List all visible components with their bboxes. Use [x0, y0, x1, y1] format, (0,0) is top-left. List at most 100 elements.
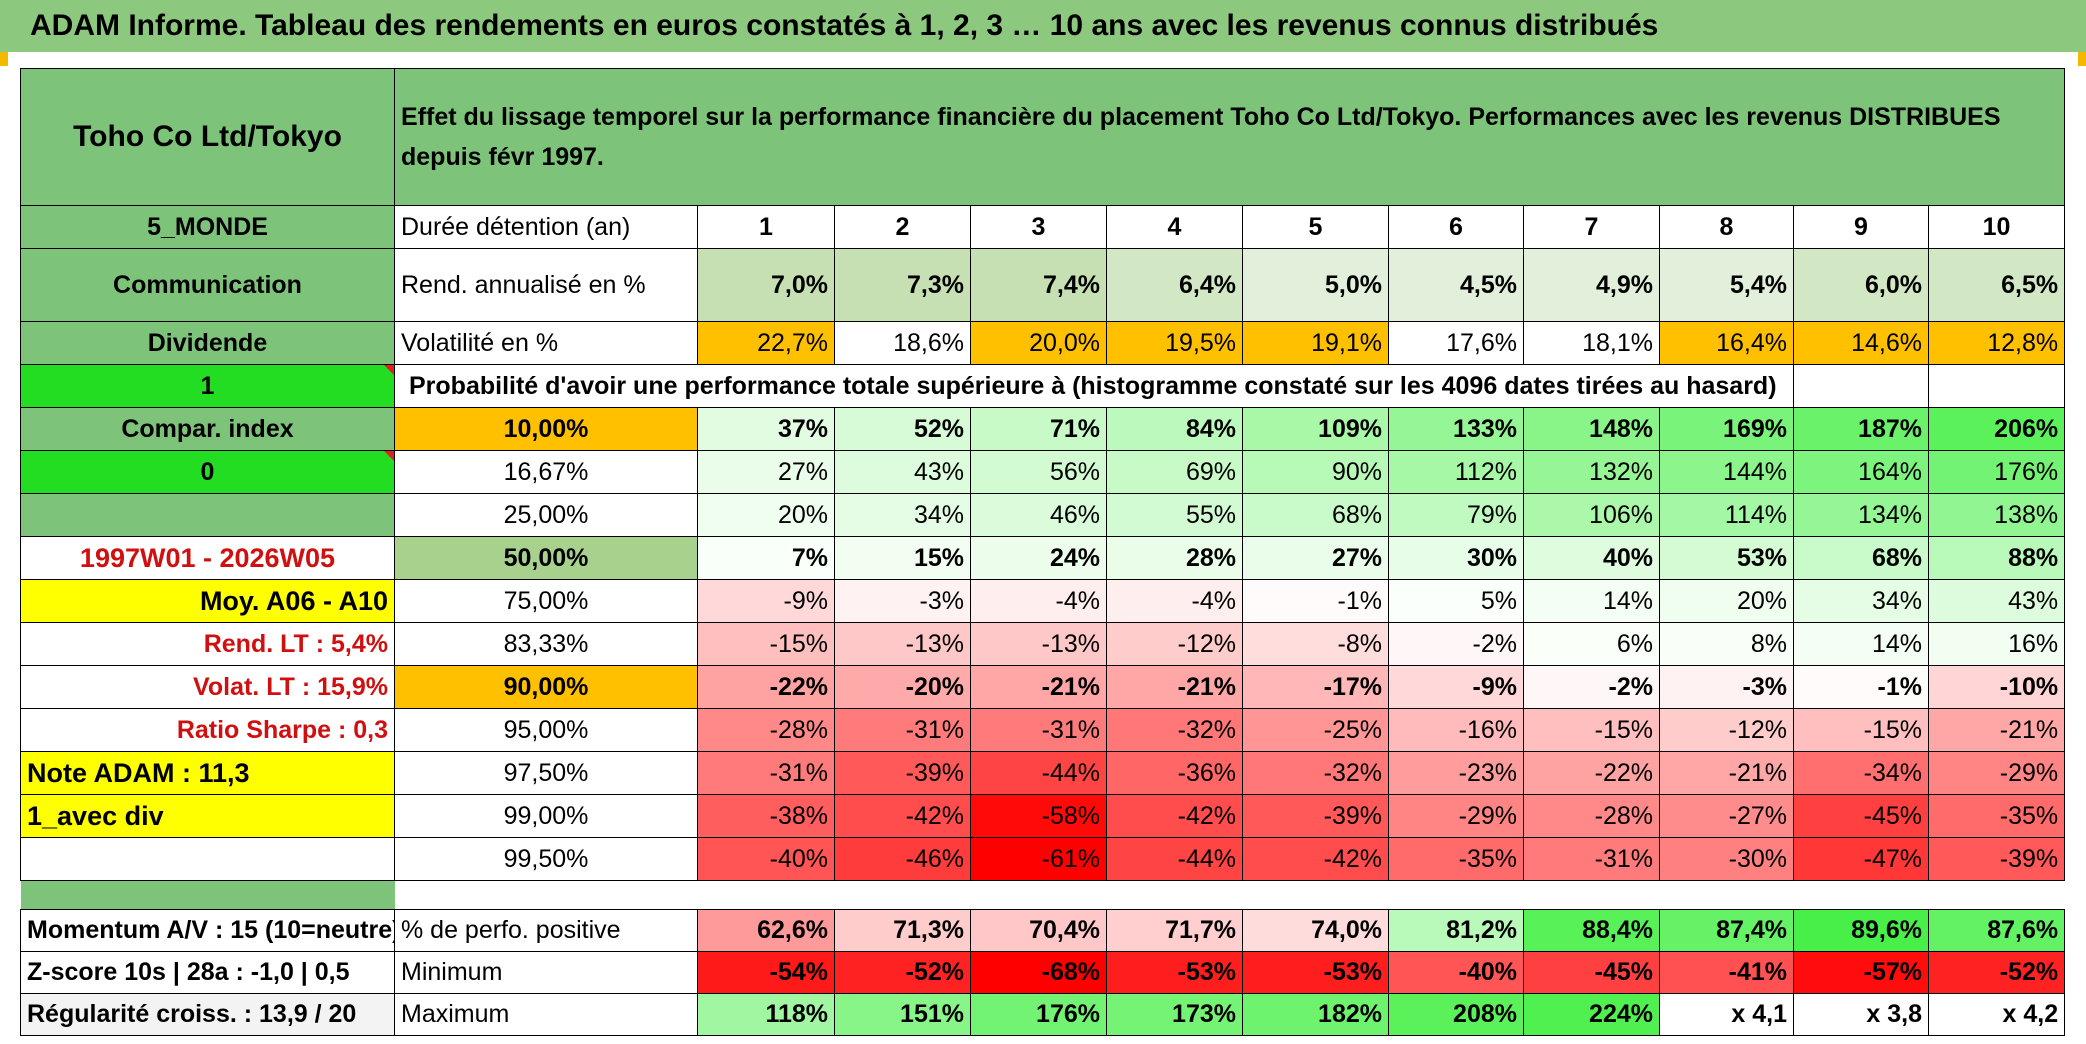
percentile-value-cell: -21% — [1659, 751, 1794, 795]
percentile-value-cell: -13% — [834, 622, 971, 666]
duration-header: 7 — [1523, 205, 1660, 249]
percentile-value-cell: -8% — [1242, 622, 1389, 666]
percentile-value-cell: -12% — [1106, 622, 1243, 666]
empty-cell — [1927, 364, 2066, 408]
dividend-label: Dividende — [20, 321, 395, 365]
annualized-return-cell: 7,3% — [834, 248, 971, 322]
percentile-value-cell: 55% — [1106, 493, 1243, 537]
maximum-cell: 118% — [697, 993, 835, 1036]
percentile-value-cell: -10% — [1927, 665, 2066, 709]
annualized-return-cell: 6,5% — [1927, 248, 2066, 322]
percentile-value-cell: 20% — [697, 493, 835, 537]
percentile-label: 99,00% — [394, 794, 698, 838]
percentile-value-cell: 164% — [1793, 450, 1929, 494]
duration-header: 1 — [697, 205, 835, 249]
period-label: 1997W01 - 2026W05 — [20, 536, 395, 580]
minimum-cell: -54% — [697, 951, 835, 994]
duration-label: Durée détention (an) — [394, 205, 698, 249]
probability-caption: Probabilité d'avoir une performance tota… — [394, 364, 1794, 408]
percentile-label: 50,00% — [394, 536, 698, 580]
sharpe-label: Ratio Sharpe : 0,3 — [20, 708, 395, 752]
minimum-cell: -40% — [1388, 951, 1524, 994]
annualized-return-cell: 5,4% — [1659, 248, 1794, 322]
percentile-value-cell: 79% — [1388, 493, 1524, 537]
positive-rate-cell: 71,7% — [1106, 909, 1243, 952]
minimum-cell: -53% — [1106, 951, 1243, 994]
maximum-cell: 173% — [1106, 993, 1243, 1036]
performance-table: Toho Co Ltd/Tokyo Effet du lissage tempo… — [20, 68, 2066, 1036]
annualized-return-cell: 5,0% — [1242, 248, 1389, 322]
percentile-value-cell: 68% — [1793, 536, 1929, 580]
table-description: Effet du lissage temporel sur la perform… — [393, 68, 2066, 206]
percentile-value-cell: -9% — [697, 579, 835, 623]
percentile-value-cell: -28% — [1523, 794, 1660, 838]
report-title: ADAM Informe. Tableau des rendements en … — [0, 0, 2086, 52]
minimum-cell: -52% — [1927, 951, 2066, 994]
maximum-cell: x 4,2 — [1927, 993, 2066, 1036]
maximum-cell: 208% — [1388, 993, 1524, 1036]
percentile-value-cell: -15% — [1523, 708, 1660, 752]
positive-label: % de perfo. positive — [394, 909, 698, 952]
percentile-value-cell: 24% — [970, 536, 1107, 580]
positive-rate-cell: 62,6% — [697, 909, 835, 952]
volatility-cell: 16,4% — [1659, 321, 1794, 365]
percentile-value-cell: -46% — [834, 837, 971, 881]
percentile-label: 90,00% — [394, 665, 698, 709]
percentile-value-cell: 28% — [1106, 536, 1243, 580]
positive-rate-cell: 81,2% — [1388, 909, 1524, 952]
percentile-value-cell: -21% — [1106, 665, 1243, 709]
annualized-return-cell: 4,5% — [1388, 248, 1524, 322]
percentile-value-cell: -31% — [970, 708, 1107, 752]
flag-one: 1 — [20, 364, 395, 408]
percentile-value-cell: -25% — [1242, 708, 1389, 752]
corner-marker — [2078, 52, 2086, 66]
note-adam-label: Note ADAM : 11,3 — [20, 751, 395, 795]
percentile-value-cell: -21% — [1927, 708, 2066, 752]
percentile-value-cell: 206% — [1927, 407, 2066, 451]
positive-rate-cell: 89,6% — [1793, 909, 1929, 952]
percentile-label: 10,00% — [394, 407, 698, 451]
percentile-value-cell: -32% — [1106, 708, 1243, 752]
duration-header: 4 — [1106, 205, 1243, 249]
percentile-value-cell: -9% — [1388, 665, 1524, 709]
percentile-label: 83,33% — [394, 622, 698, 666]
percentile-value-cell: 53% — [1659, 536, 1794, 580]
percentile-value-cell: -4% — [970, 579, 1107, 623]
percentile-value-cell: 15% — [834, 536, 971, 580]
percentile-value-cell: -21% — [970, 665, 1107, 709]
percentile-value-cell: 169% — [1659, 407, 1794, 451]
percentile-value-cell: 14% — [1523, 579, 1660, 623]
percentile-value-cell: 52% — [834, 407, 971, 451]
percentile-value-cell: -39% — [834, 751, 971, 795]
percentile-value-cell: -40% — [697, 837, 835, 881]
minimum-cell: -57% — [1793, 951, 1929, 994]
percentile-value-cell: 8% — [1659, 622, 1794, 666]
minimum-label: Minimum — [394, 951, 698, 994]
empty-cell — [20, 837, 395, 881]
percentile-value-cell: 20% — [1659, 579, 1794, 623]
percentile-value-cell: 40% — [1523, 536, 1660, 580]
positive-rate-cell: 70,4% — [970, 909, 1107, 952]
percentile-value-cell: 84% — [1106, 407, 1243, 451]
volatility-cell: 22,7% — [697, 321, 835, 365]
flag-zero-value: 0 — [200, 457, 215, 486]
minimum-cell: -53% — [1242, 951, 1389, 994]
percentile-value-cell: -20% — [834, 665, 971, 709]
percentile-label: 95,00% — [394, 708, 698, 752]
duration-header: 3 — [970, 205, 1107, 249]
percentile-value-cell: -44% — [1106, 837, 1243, 881]
percentile-value-cell: -32% — [1242, 751, 1389, 795]
percentile-label: 75,00% — [394, 579, 698, 623]
percentile-value-cell: -3% — [834, 579, 971, 623]
percentile-value-cell: -42% — [1106, 794, 1243, 838]
percentile-value-cell: -3% — [1659, 665, 1794, 709]
percentile-value-cell: 34% — [834, 493, 971, 537]
rend-lt-label: Rend. LT : 5,4% — [20, 622, 395, 666]
positive-rate-cell: 88,4% — [1523, 909, 1660, 952]
percentile-value-cell: 176% — [1927, 450, 2066, 494]
percentile-value-cell: 134% — [1793, 493, 1929, 537]
duration-header: 5 — [1242, 205, 1389, 249]
volat-lt-label: Volat. LT : 15,9% — [20, 665, 395, 709]
gap-green-cell — [20, 880, 395, 910]
percentile-value-cell: 148% — [1523, 407, 1660, 451]
